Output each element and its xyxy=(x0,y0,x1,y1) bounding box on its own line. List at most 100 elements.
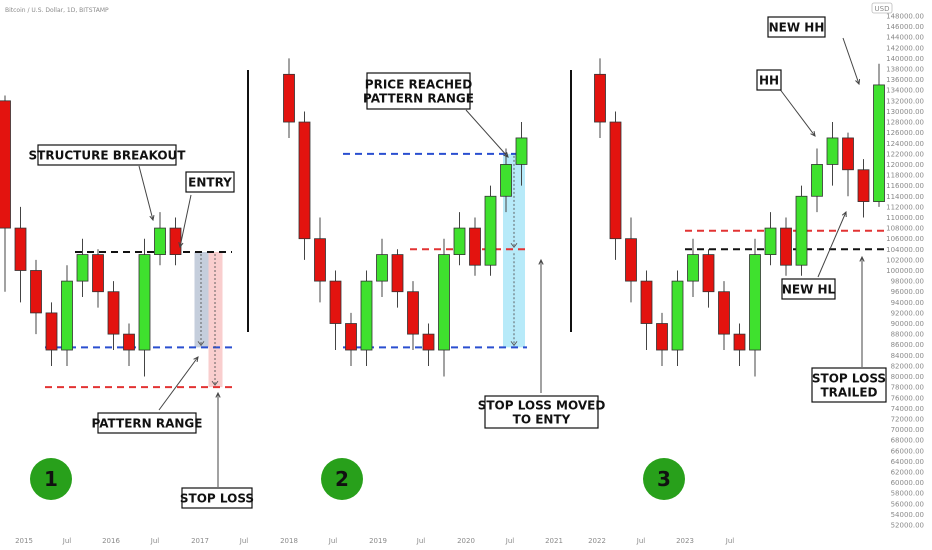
candle-down xyxy=(107,291,120,335)
candle-down xyxy=(298,121,311,240)
x-tick-label: 2020 xyxy=(457,537,475,545)
y-tick-label: 98000.00 xyxy=(891,278,924,286)
annotation-box xyxy=(811,367,887,403)
arrow-entry xyxy=(179,194,192,248)
stop-loss-zone xyxy=(208,251,223,388)
arrow-pattern-range xyxy=(158,356,199,411)
x-tick-label: Jul xyxy=(416,537,426,545)
annotation-box xyxy=(366,72,471,110)
y-tick-label: 70000.00 xyxy=(891,426,924,434)
arrow-breakout-head xyxy=(149,214,155,222)
arrow-new-hl xyxy=(817,211,847,278)
y-tick-label: 138000.00 xyxy=(886,66,924,74)
candle-up xyxy=(873,84,885,202)
arrow-new-hl-head xyxy=(841,210,847,218)
candle-down xyxy=(169,227,182,255)
candle-up xyxy=(687,254,699,282)
candle-down xyxy=(594,73,606,123)
candle-down xyxy=(733,333,746,351)
candle-up xyxy=(826,137,839,165)
candle-down xyxy=(422,333,435,351)
annotation-box xyxy=(97,412,197,434)
candle-up xyxy=(453,227,466,255)
panel-number-badge xyxy=(321,458,363,500)
candle-down xyxy=(702,254,715,293)
arrow-stop-moved-head xyxy=(538,258,544,265)
annotation-box xyxy=(181,487,253,509)
y-tick-label: 136000.00 xyxy=(886,76,924,84)
candle-up xyxy=(154,227,166,255)
y-tick-label: 94000.00 xyxy=(891,299,924,307)
currency-badge[interactable] xyxy=(871,2,893,14)
annotation-label: STOP LOSS xyxy=(180,492,254,506)
x-tick-label: 2018 xyxy=(280,537,298,545)
candle-down xyxy=(609,121,622,240)
candle-up xyxy=(764,227,777,255)
candle-up xyxy=(749,254,761,351)
candle-down xyxy=(625,238,637,282)
y-tick-label: 122000.00 xyxy=(886,150,924,158)
y-tick-label: 52000.00 xyxy=(891,522,924,530)
target-zone xyxy=(503,153,525,348)
annotation-label: PRICE REACHED PATTERN RANGE xyxy=(363,78,474,106)
x-tick-label: 2019 xyxy=(369,537,387,545)
candle-up xyxy=(671,280,684,351)
y-tick-label: 146000.00 xyxy=(886,23,924,31)
arrow-price-reached xyxy=(465,109,509,158)
annotation-label: ENTRY xyxy=(188,176,232,190)
candle-down xyxy=(329,280,342,324)
candle-down xyxy=(780,227,792,266)
x-tick-label: Jul xyxy=(328,537,338,545)
candle-down xyxy=(718,291,730,335)
y-tick-label: 66000.00 xyxy=(891,447,924,455)
y-tick-label: 128000.00 xyxy=(886,119,924,127)
annotation-box xyxy=(781,278,836,300)
candle-down xyxy=(14,227,27,271)
panel-number-badge xyxy=(643,458,685,500)
candle-down xyxy=(45,312,58,351)
annotation-label: HH xyxy=(759,74,779,88)
y-tick-label: 144000.00 xyxy=(886,34,924,42)
annotation-box xyxy=(767,16,826,38)
candle-down xyxy=(656,323,668,351)
y-tick-label: 108000.00 xyxy=(886,225,924,233)
x-tick-label: 2022 xyxy=(588,537,606,545)
panel-number: 2 xyxy=(335,467,349,491)
y-tick-label: 112000.00 xyxy=(886,203,924,211)
y-tick-label: 74000.00 xyxy=(891,405,924,413)
candle-up xyxy=(138,254,151,351)
y-tick-label: 78000.00 xyxy=(891,384,924,392)
candle-up xyxy=(795,195,808,266)
y-tick-label: 88000.00 xyxy=(891,331,924,339)
annotation-label: NEW HH xyxy=(769,21,825,35)
x-tick-label: 2016 xyxy=(102,537,120,545)
annotation-box xyxy=(484,395,599,429)
x-tick-label: Jul xyxy=(239,537,249,545)
y-tick-label: 62000.00 xyxy=(891,468,924,476)
y-tick-label: 142000.00 xyxy=(886,44,924,52)
x-tick-label: 2023 xyxy=(676,537,694,545)
x-tick-label: 2017 xyxy=(191,537,209,545)
arrow-entry-head xyxy=(178,242,184,249)
arrow-breakout xyxy=(138,165,154,221)
candle-down xyxy=(314,238,326,282)
y-tick-label: 68000.00 xyxy=(891,437,924,445)
candle-down xyxy=(345,323,357,351)
annotation-label: STRUCTURE BREAKOUT xyxy=(29,149,187,163)
x-tick-label: Jul xyxy=(636,537,646,545)
y-tick-label: 114000.00 xyxy=(886,193,924,201)
y-tick-label: 82000.00 xyxy=(891,362,924,370)
y-tick-label: 90000.00 xyxy=(891,320,924,328)
y-tick-label: 140000.00 xyxy=(886,55,924,63)
annotation-box xyxy=(37,144,177,166)
y-tick-label: 106000.00 xyxy=(886,235,924,243)
y-tick-label: 54000.00 xyxy=(891,511,924,519)
y-tick-label: 120000.00 xyxy=(886,161,924,169)
candle-down xyxy=(391,254,404,293)
annotation-box xyxy=(756,69,782,91)
y-tick-label: 134000.00 xyxy=(886,87,924,95)
y-tick-label: 84000.00 xyxy=(891,352,924,360)
x-tick-label: Jul xyxy=(505,537,515,545)
range-measure-arrow-head xyxy=(197,341,205,347)
